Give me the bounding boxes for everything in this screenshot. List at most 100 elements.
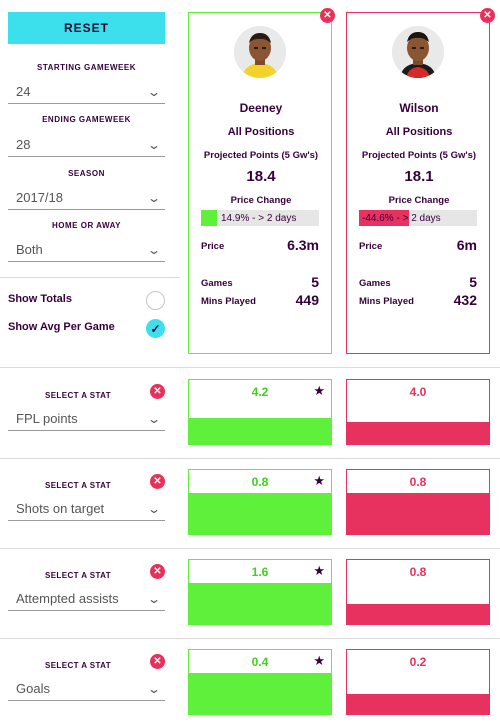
stat-value-player-2: 4.0: [409, 385, 427, 399]
show-avg-radio[interactable]: ✓: [146, 319, 165, 338]
ending-gameweek-select[interactable]: 28 ⌄: [8, 133, 165, 157]
price-change-label: Price Change: [388, 195, 450, 206]
chevron-down-icon: ⌄: [146, 190, 162, 205]
close-icon: ✕: [153, 656, 162, 667]
reset-button[interactable]: RESET: [8, 12, 165, 44]
show-totals-label: Show Totals: [8, 293, 72, 305]
stat-select[interactable]: Shots on target ⌄: [8, 497, 165, 521]
price-change-fill: -44.6% - > 2 days: [359, 210, 441, 226]
divider: [0, 277, 180, 278]
home-away-value: Both: [16, 242, 43, 257]
season-select[interactable]: 2017/18 ⌄: [8, 186, 165, 210]
remove-player-2-button[interactable]: ✕: [480, 8, 495, 23]
price-change-text: -44.6% - > 2 days: [362, 212, 441, 224]
price-change-text: 14.9% - > 2 days: [221, 212, 297, 224]
player-avatar: [392, 26, 444, 78]
remove-stat-button[interactable]: ✕: [150, 654, 165, 669]
season-label: SEASON: [68, 169, 105, 178]
stat-bar-player-1: [189, 583, 331, 624]
price-label: Price: [359, 241, 383, 252]
close-icon: ✕: [323, 10, 332, 21]
close-icon: ✕: [153, 386, 162, 397]
stat-bar-player-1: [189, 673, 331, 714]
mins-played-label: Mins Played: [359, 296, 414, 307]
close-icon: ✕: [153, 566, 162, 577]
games-label: Games: [359, 278, 391, 289]
stat-select-value: Goals: [16, 681, 50, 696]
remove-player-1-button[interactable]: ✕: [320, 8, 335, 23]
stat-select[interactable]: Goals ⌄: [8, 677, 165, 701]
price-label: Price: [201, 241, 225, 252]
mins-played-label: Mins Played: [201, 296, 256, 307]
divider: [0, 638, 500, 639]
projected-points-label: Projected Points (5 Gw's): [203, 150, 319, 161]
home-away-select[interactable]: Both ⌄: [8, 238, 165, 262]
stat-value-player-1: 0.8: [251, 475, 269, 489]
stat-select-value: Attempted assists: [16, 591, 119, 606]
check-icon: ✓: [150, 321, 161, 336]
starting-gameweek-value: 24: [16, 84, 31, 99]
player-position: All Positions: [227, 126, 295, 138]
divider: [0, 367, 500, 368]
price-change-bar: 14.9% - > 2 days: [201, 210, 319, 226]
stat-select-value: FPL points: [16, 411, 78, 426]
stat-bar-player-2: [347, 604, 489, 624]
ending-gameweek-value: 28: [16, 137, 31, 152]
price-change-fill: [201, 210, 217, 226]
close-icon: ✕: [483, 10, 492, 21]
player-position: All Positions: [385, 126, 453, 138]
stat-card-player-2: 0.8: [346, 559, 490, 625]
stat-card-player-1: 0.8 ★: [188, 469, 332, 535]
price-value: 6.3m: [287, 237, 319, 253]
chevron-down-icon: ⌄: [146, 591, 162, 606]
stat-card-player-1: 0.4 ★: [188, 649, 332, 715]
ending-gameweek-label: ENDING GAMEWEEK: [42, 115, 131, 124]
stat-card-player-1: 1.6 ★: [188, 559, 332, 625]
stat-value-player-1: 0.4: [251, 655, 269, 669]
divider: [0, 458, 500, 459]
stat-select-value: Shots on target: [16, 501, 105, 516]
star-icon: ★: [313, 563, 325, 578]
stat-bar-player-2: [347, 493, 489, 534]
stat-select[interactable]: FPL points ⌄: [8, 407, 165, 431]
stat-card-player-1: 4.2 ★: [188, 379, 332, 445]
player-card-1: Deeney All Positions Projected Points (5…: [188, 12, 332, 354]
player-name: Deeney: [239, 101, 283, 115]
stat-value-player-2: 0.2: [409, 655, 427, 669]
remove-stat-button[interactable]: ✕: [150, 564, 165, 579]
select-stat-label: SELECT A STAT: [44, 391, 112, 400]
stat-card-player-2: 4.0: [346, 379, 490, 445]
stat-value-player-1: 1.6: [251, 565, 269, 579]
price-change-label: Price Change: [230, 195, 292, 206]
remove-stat-button[interactable]: ✕: [150, 474, 165, 489]
player-name: Wilson: [399, 101, 439, 115]
show-totals-radio[interactable]: [146, 291, 165, 310]
close-icon: ✕: [153, 476, 162, 487]
starting-gameweek-label: STARTING GAMEWEEK: [36, 63, 136, 72]
stat-select[interactable]: Attempted assists ⌄: [8, 587, 165, 611]
starting-gameweek-select[interactable]: 24 ⌄: [8, 80, 165, 104]
chevron-down-icon: ⌄: [146, 411, 162, 426]
projected-points-label: Projected Points (5 Gw's): [361, 150, 477, 161]
chevron-down-icon: ⌄: [146, 681, 162, 696]
mins-played-value: 432: [453, 292, 477, 308]
chevron-down-icon: ⌄: [146, 242, 162, 257]
select-stat-label: SELECT A STAT: [44, 571, 112, 580]
player-card-2: Wilson All Positions Projected Points (5…: [346, 12, 490, 354]
stat-value-player-2: 0.8: [409, 565, 427, 579]
chevron-down-icon: ⌄: [146, 84, 162, 99]
star-icon: ★: [313, 653, 325, 668]
price-change-bar: -44.6% - > 2 days: [359, 210, 477, 226]
games-label: Games: [201, 278, 233, 289]
stat-card-player-2: 0.2: [346, 649, 490, 715]
stat-bar-player-2: [347, 694, 489, 714]
star-icon: ★: [313, 383, 325, 398]
stat-value-player-1: 4.2: [251, 385, 269, 399]
player-avatar: [234, 26, 286, 78]
stat-bar-player-1: [189, 418, 331, 444]
games-value: 5: [469, 274, 477, 290]
projected-points-value: 18.4: [246, 168, 276, 185]
remove-stat-button[interactable]: ✕: [150, 384, 165, 399]
home-away-label: HOME OR AWAY: [52, 221, 121, 230]
show-avg-label: Show Avg Per Game: [8, 321, 115, 333]
